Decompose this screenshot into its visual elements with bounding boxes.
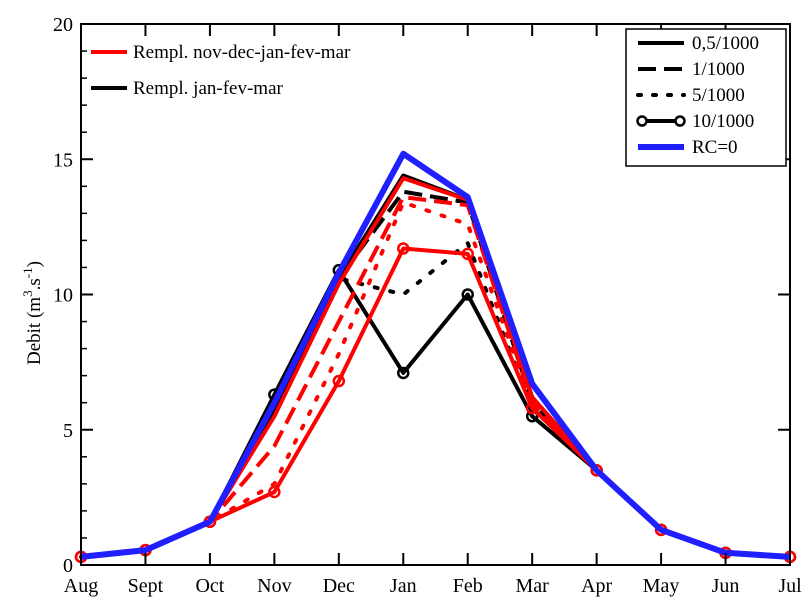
series-point-red_10 bbox=[332, 374, 346, 388]
x-tick-label: Jul bbox=[778, 575, 802, 597]
series-line-black_10 bbox=[80, 268, 791, 559]
legend-style-label: 5/1000 bbox=[692, 85, 745, 106]
plot-lines bbox=[74, 150, 797, 564]
legend-group-label: Rempl. nov-dec-jan-fev-mar bbox=[133, 42, 351, 63]
series-point-red_10 bbox=[525, 401, 539, 415]
y-axis-title-main: Debit (m bbox=[24, 297, 45, 365]
legend-styles: 0,5/1000 1/1000 5/1000 10/1000 RC=0 bbox=[625, 28, 787, 167]
series-point-red_10 bbox=[397, 242, 410, 255]
series-point-red_10 bbox=[461, 247, 474, 261]
series-line-red_1 bbox=[80, 195, 791, 559]
series-line-black_5 bbox=[79, 241, 792, 559]
y-tick-label: 15 bbox=[53, 149, 73, 171]
series-line-black_1 bbox=[80, 189, 791, 559]
series-line-rc0 bbox=[80, 150, 791, 560]
x-tick-label: Apr bbox=[581, 575, 612, 597]
legend-group-label: Rempl. jan-fev-mar bbox=[133, 78, 284, 99]
y-axis-title: Debit (m3.s-1) bbox=[20, 261, 45, 365]
y-ticks: 0 5 10 15 20 bbox=[53, 14, 790, 577]
legend-style-label: 0,5/1000 bbox=[692, 33, 759, 54]
series-black_10 bbox=[74, 263, 797, 564]
y-axis-title-mid: .s bbox=[24, 278, 45, 290]
x-tick-label: Dec bbox=[323, 575, 355, 597]
series-point-black_10 bbox=[461, 288, 474, 301]
legend-style-marker bbox=[636, 115, 648, 127]
series-line-red_10 bbox=[80, 246, 791, 559]
y-tick-label: 20 bbox=[53, 14, 73, 36]
x-tick-label: Jan bbox=[390, 575, 417, 597]
legend-groups: Rempl. nov-dec-jan-fev-mar Rempl. jan-fev… bbox=[91, 42, 351, 99]
x-ticks: Aug Sept Oct Nov Dec Jan Feb Mar Apr May Jun Jul bbox=[64, 24, 802, 597]
x-tick-label: May bbox=[643, 575, 680, 597]
x-tick-label: Oct bbox=[195, 575, 224, 597]
series-black_1 bbox=[80, 189, 791, 559]
legend-style-marker bbox=[674, 115, 686, 127]
y-tick-label: 5 bbox=[63, 420, 73, 442]
legend-box bbox=[625, 28, 787, 167]
legend-style-label: 1/1000 bbox=[692, 59, 745, 80]
series-point-red_10 bbox=[268, 485, 281, 499]
x-tick-label: Nov bbox=[257, 575, 291, 597]
series-red_1 bbox=[80, 195, 791, 559]
series-point-black_10 bbox=[525, 409, 539, 423]
y-axis-title-sup1: 3 bbox=[20, 290, 35, 297]
y-tick-label: 10 bbox=[53, 285, 73, 307]
series-point-black_10 bbox=[397, 366, 410, 380]
y-axis-title-sup2: -1 bbox=[20, 267, 35, 278]
x-tick-label: Feb bbox=[453, 575, 483, 597]
y-tick-label: 0 bbox=[63, 555, 73, 577]
series-red_10 bbox=[74, 242, 797, 564]
y-axis-title-end: ) bbox=[24, 261, 45, 267]
series-line-red_5 bbox=[79, 200, 792, 559]
series-black_5 bbox=[79, 241, 792, 559]
series-red_5 bbox=[79, 200, 792, 559]
svg-text:Debit (m3.s-1): Debit (m3.s-1) bbox=[20, 261, 45, 365]
series-black_05 bbox=[80, 173, 791, 559]
x-tick-label: Sept bbox=[128, 575, 164, 597]
legend-style-label: RC=0 bbox=[692, 137, 738, 158]
series-line-red_05 bbox=[80, 176, 791, 559]
legend-style-label: 10/1000 bbox=[692, 111, 754, 132]
series-point-red_10 bbox=[590, 464, 603, 477]
x-tick-label: Mar bbox=[516, 575, 550, 597]
series-line-black_05 bbox=[80, 173, 791, 559]
series-red_05 bbox=[80, 176, 791, 559]
x-tick-label: Aug bbox=[64, 575, 98, 597]
x-tick-label: Jun bbox=[712, 575, 740, 597]
series-rc0 bbox=[80, 150, 791, 560]
